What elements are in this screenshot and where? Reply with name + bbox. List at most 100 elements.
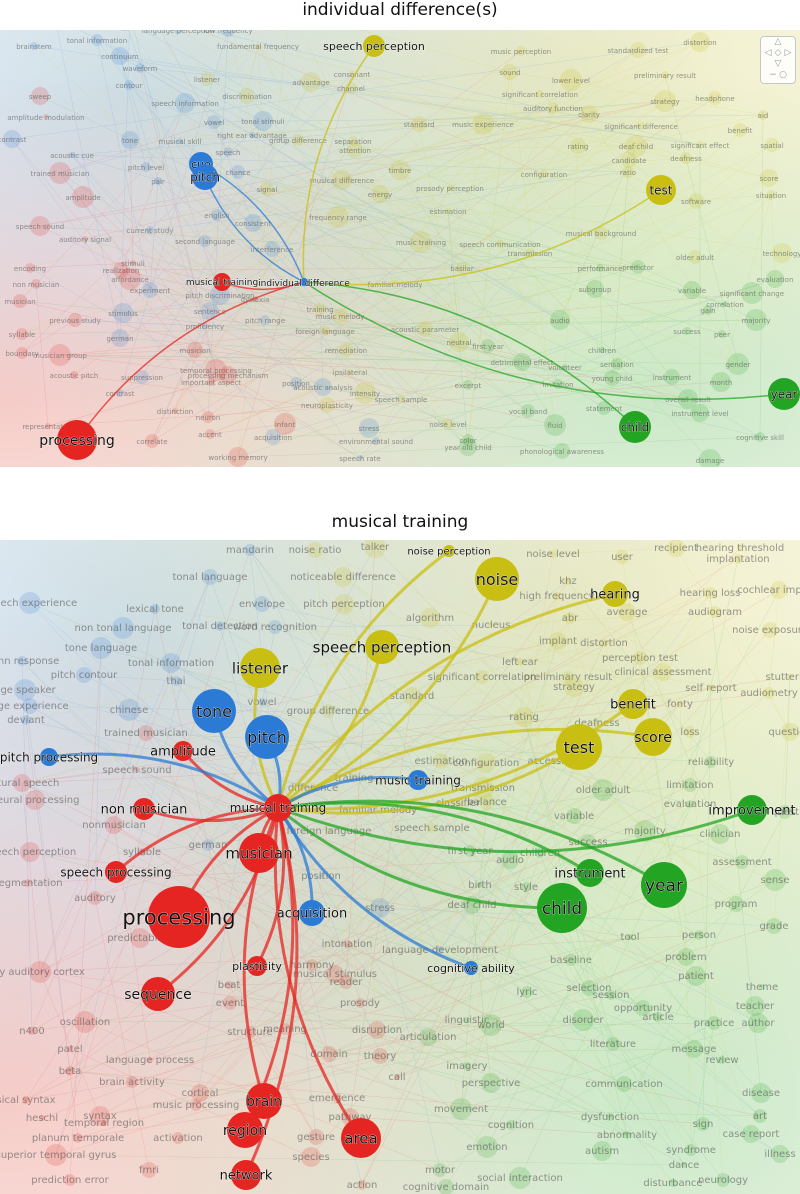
node-circle[interactable] (247, 956, 267, 976)
node-circle[interactable] (245, 715, 289, 759)
node-circle[interactable] (231, 1160, 261, 1190)
node-sequence[interactable]: sequence (124, 977, 192, 1011)
node-circle[interactable] (57, 420, 97, 460)
node-circle[interactable] (443, 545, 455, 557)
node-network[interactable]: network (219, 1160, 273, 1190)
node-listener[interactable]: listener (232, 648, 289, 688)
node-hearing[interactable]: hearing (590, 581, 640, 607)
reset-icon[interactable]: ○ (779, 70, 787, 80)
node-circle[interactable] (299, 900, 325, 926)
term-label: speech communication (459, 241, 540, 249)
node-year[interactable]: year (641, 862, 687, 908)
node-circle[interactable] (173, 741, 193, 761)
node-year[interactable]: year (768, 378, 800, 410)
node-circle[interactable] (192, 689, 236, 733)
node-circle[interactable] (365, 630, 399, 664)
focus-circle[interactable] (264, 794, 292, 822)
zoom-out-icon[interactable]: − (769, 70, 777, 80)
node-circle[interactable] (240, 648, 280, 688)
node-pitch[interactable]: pitch (190, 164, 220, 190)
network-map-svg[interactable]: mandarin noise ratio talker noise level user… (0, 540, 800, 1194)
pan-down-icon[interactable]: ▽ (774, 59, 782, 69)
node-pitch[interactable]: pitch (245, 715, 289, 759)
node-processing[interactable]: processing (122, 886, 236, 948)
term-label: excerpt (455, 382, 482, 390)
term-bubble (685, 1144, 697, 1156)
background-link (379, 1055, 628, 1136)
node-circle[interactable] (634, 718, 672, 756)
node-test[interactable]: test (556, 724, 602, 770)
node-circle[interactable] (619, 411, 651, 443)
term-label: disease (742, 1088, 780, 1099)
term-label: selection (567, 983, 612, 994)
node-acquisition[interactable]: acquisition (276, 900, 348, 926)
node-circle[interactable] (475, 557, 519, 601)
pan-left-icon[interactable]: ◁ (764, 48, 772, 58)
background-link (122, 266, 639, 314)
term-bubble (411, 116, 427, 132)
network-map-svg[interactable]: auditory cortexneural encodinginferior c… (0, 30, 800, 467)
node-circle[interactable] (133, 798, 155, 820)
node-circle[interactable] (192, 164, 218, 190)
node-amplitude[interactable]: amplitude (150, 741, 216, 761)
node-circle[interactable] (246, 1083, 282, 1119)
node-circle[interactable] (737, 795, 767, 825)
map-navigation-control[interactable]: △ ◁ ◇ ▷ ▽ − ○ (760, 36, 796, 84)
node-speech-processing[interactable]: speech processing (60, 861, 172, 883)
focus-node[interactable]: musical training (229, 794, 327, 822)
pan-center-icon[interactable]: ◇ (774, 48, 782, 58)
node-processing[interactable]: processing (39, 420, 115, 460)
node-circle[interactable] (464, 961, 478, 975)
term-bubble (191, 1084, 209, 1102)
node-speech-perception[interactable]: speech perception (323, 35, 425, 57)
node-cognitive-ability[interactable]: cognitive ability (427, 961, 516, 975)
node-circle[interactable] (40, 748, 58, 766)
node-circle[interactable] (363, 35, 385, 57)
node-circle[interactable] (408, 770, 428, 790)
node-circle[interactable] (341, 1118, 381, 1158)
term-bubble (627, 934, 633, 940)
node-circle[interactable] (213, 273, 231, 291)
node-circle[interactable] (537, 883, 587, 933)
focus-circle[interactable] (300, 278, 308, 286)
pan-up-icon[interactable]: △ (774, 37, 782, 47)
node-circle[interactable] (602, 581, 628, 607)
term-bubble (154, 177, 162, 185)
node-circle[interactable] (148, 886, 210, 948)
node-plasticity[interactable]: plasticity (232, 956, 283, 976)
node-child[interactable]: child (619, 411, 651, 443)
node-test[interactable]: test (646, 175, 676, 205)
node-non-musician[interactable]: non musician (100, 798, 188, 820)
node-speech-perception[interactable]: speech perception (312, 630, 452, 664)
node-circle[interactable] (646, 175, 676, 205)
node-noise-perception[interactable]: noise perception (407, 545, 491, 558)
node-circle[interactable] (641, 862, 687, 908)
node-musical-training[interactable]: musical training (186, 273, 258, 291)
node-circle[interactable] (239, 833, 279, 873)
node-pitch-processing[interactable]: pitch processing (0, 748, 98, 766)
network-map-musical-training[interactable]: mandarin noise ratio talker noise level user… (0, 540, 800, 1194)
node-noise[interactable]: noise (475, 557, 519, 601)
node-circle[interactable] (227, 1112, 263, 1148)
node-circle[interactable] (105, 861, 127, 883)
node-improvement[interactable]: improvement (708, 795, 796, 825)
network-map-individual-difference[interactable]: auditory cortexneural encodinginferior c… (0, 30, 800, 467)
node-area[interactable]: area (341, 1118, 381, 1158)
node-tone[interactable]: tone (192, 689, 236, 733)
focus-node[interactable]: individual difference (258, 278, 351, 289)
term-label: candidate (612, 157, 647, 165)
node-child[interactable]: child (537, 883, 587, 933)
pan-right-icon[interactable]: ▷ (784, 48, 792, 58)
node-circle[interactable] (576, 859, 604, 887)
node-musician[interactable]: musician (225, 833, 293, 873)
node-circle[interactable] (618, 689, 648, 719)
node-brain[interactable]: brain (246, 1083, 282, 1119)
node-circle[interactable] (768, 378, 800, 410)
node-score[interactable]: score (634, 718, 672, 756)
node-music-training[interactable]: music training (375, 770, 461, 790)
node-circle[interactable] (141, 977, 175, 1011)
node-region[interactable]: region (223, 1112, 267, 1148)
node-circle[interactable] (556, 724, 602, 770)
node-instrument[interactable]: instrument (554, 859, 626, 887)
node-benefit[interactable]: benefit (610, 689, 656, 719)
